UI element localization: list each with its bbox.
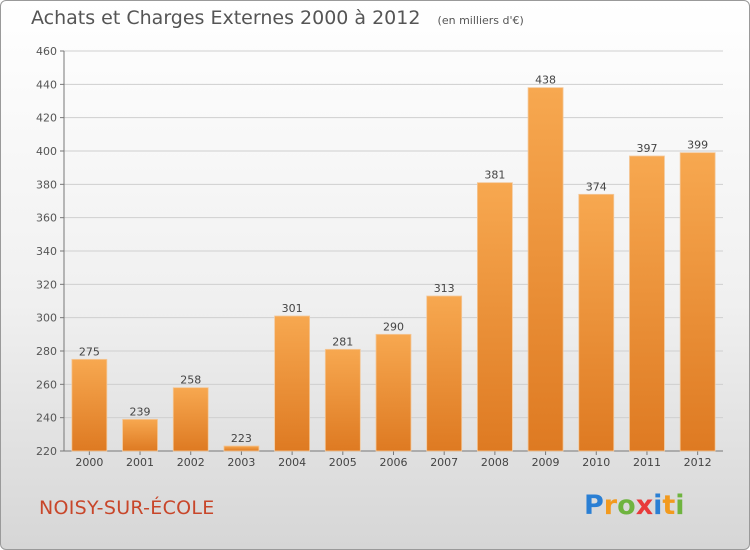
logo-letter: t [662,490,676,521]
value-label-2002: 258 [180,374,201,387]
x-tick-label-2007: 2007 [430,456,458,469]
bar-2009 [527,87,564,452]
x-tick-label-2001: 2001 [126,456,154,469]
x-tick-label-2004: 2004 [278,456,306,469]
bar-2004 [274,315,311,452]
y-tick-label: 440 [36,78,57,91]
y-tick-label: 340 [36,245,57,258]
bar-2012 [679,152,716,452]
bar-2008 [476,182,513,452]
y-tick-label: 420 [36,112,57,125]
x-tick-label-2010: 2010 [582,456,610,469]
chart-title: Achats et Charges Externes 2000 à 2012 [31,7,421,29]
bar-2007 [426,295,463,452]
y-tick-label: 260 [36,378,57,391]
logo-letter: o [617,490,636,521]
y-tick-label: 400 [36,145,57,158]
value-label-2012: 399 [687,139,708,152]
logo-letter: P [584,490,604,521]
x-tick-label-2011: 2011 [633,456,661,469]
value-label-2001: 239 [130,405,151,418]
bar-2001 [122,418,158,452]
chart-title-block: Achats et Charges Externes 2000 à 2012 (… [31,7,524,29]
x-tick-label-2000: 2000 [75,456,103,469]
y-tick-label: 240 [36,412,57,425]
y-tick-label: 360 [36,212,57,225]
value-label-2006: 290 [383,320,404,333]
value-label-2000: 275 [79,345,100,358]
logo-letter: i [675,490,685,521]
value-label-2010: 374 [586,180,607,193]
value-label-2011: 397 [636,142,657,155]
y-tick-label: 300 [36,312,57,325]
y-tick-label: 320 [36,278,57,291]
y-tick-label: 380 [36,178,57,191]
x-tick-label-2008: 2008 [481,456,509,469]
location-name: NOISY-SUR-ÉCOLE [39,497,215,519]
bar-2002 [172,387,209,452]
logo-letter: x [635,490,654,521]
x-tick-label-2003: 2003 [227,456,255,469]
y-tick-label: 280 [36,345,57,358]
x-tick-label-2006: 2006 [380,456,408,469]
bar-2010 [578,193,615,452]
proxiti-logo: Proxiti [584,490,685,521]
x-tick-label-2012: 2012 [684,456,712,469]
y-tick-label: 460 [36,45,57,58]
bar-2011 [629,155,665,452]
value-label-2005: 281 [332,335,353,348]
bar-2003 [223,445,260,452]
tick-labels: 220 240 260 280 300 320 340 360 380 400 420 440 460 2… [36,45,712,469]
value-label-2007: 313 [434,282,455,295]
logo-letter: r [603,490,618,521]
bar-2006 [375,333,412,452]
value-label-2003: 223 [231,432,252,445]
bar-2005 [324,348,361,452]
value-label-2008: 381 [484,169,505,182]
chart-subtitle: (en milliers d'€) [437,14,524,27]
logo-letter: i [653,490,663,521]
value-label-2004: 301 [282,302,303,315]
x-tick-label-2009: 2009 [532,456,560,469]
x-tick-label-2005: 2005 [329,456,357,469]
value-labels: 275 239 258 223 301 281 290 313 381 438 374 397 399 [79,74,708,445]
bars [71,87,716,452]
value-label-2009: 438 [535,74,556,87]
bar-2000 [71,358,108,452]
y-tick-label: 220 [36,445,57,458]
x-tick-label-2002: 2002 [177,456,205,469]
